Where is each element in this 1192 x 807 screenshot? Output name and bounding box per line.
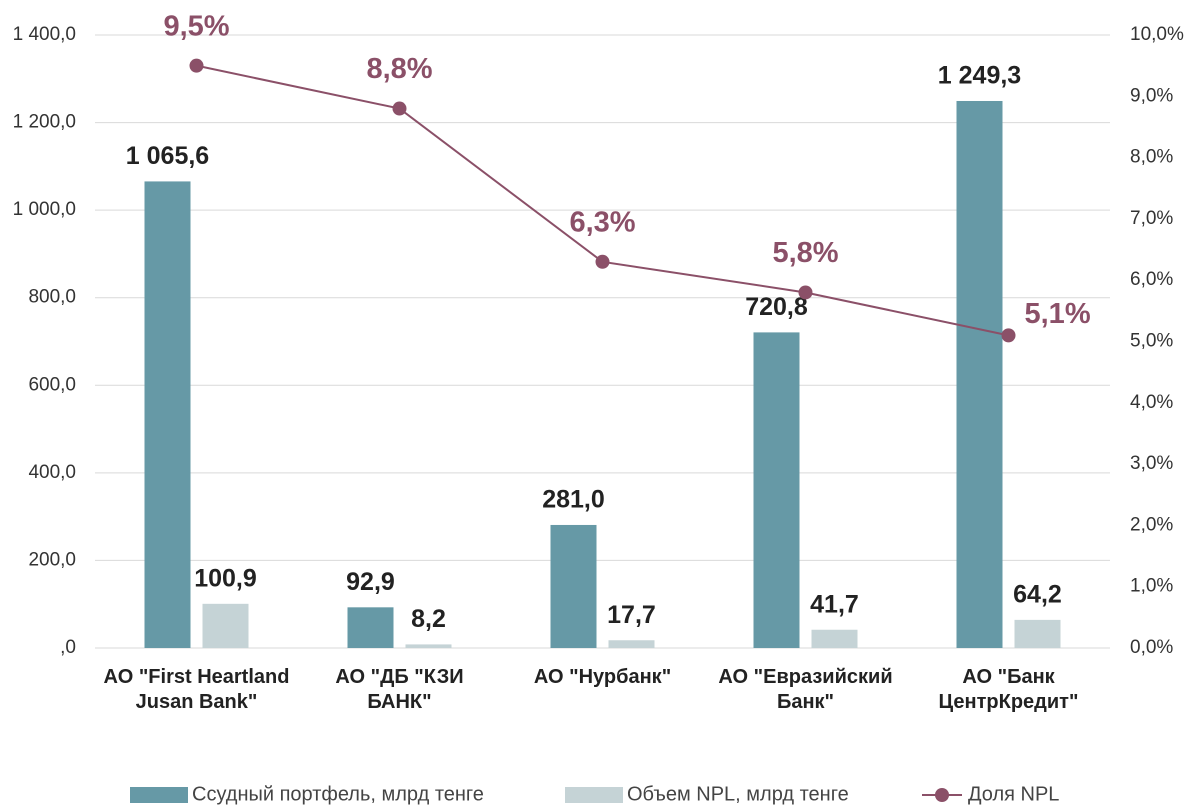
x-tick-label: АО "Нурбанк" bbox=[533, 666, 672, 688]
line-value-label: 6,3% bbox=[569, 206, 635, 238]
line-marker bbox=[189, 58, 204, 73]
bar bbox=[202, 603, 249, 648]
bar bbox=[347, 607, 394, 648]
y2-tick-label: 5,0% bbox=[1130, 331, 1173, 352]
y2-tick-label: 2,0% bbox=[1130, 514, 1173, 535]
bar-value-label: 92,9 bbox=[346, 568, 395, 596]
x-tick-label: АО "Банк ЦентрКредит" bbox=[938, 666, 1079, 713]
legend-label: Объем NPL, млрд тенге bbox=[627, 783, 849, 805]
x-tick-label: АО "Евразийский Банк" bbox=[718, 666, 893, 713]
bar-value-label: 17,7 bbox=[607, 601, 656, 629]
legend-swatch bbox=[130, 787, 188, 803]
line-marker bbox=[595, 254, 610, 269]
line-marker bbox=[798, 285, 813, 300]
bar-value-label: 8,2 bbox=[411, 605, 446, 633]
bar-value-label: 64,2 bbox=[1013, 580, 1062, 608]
legend-swatch bbox=[935, 788, 949, 802]
bar-value-label: 41,7 bbox=[810, 590, 859, 618]
x-tick-label: АО "First Heartland Jusan Bank" bbox=[103, 666, 290, 713]
line-marker bbox=[1001, 328, 1016, 343]
legend-label: Доля NPL bbox=[968, 783, 1059, 805]
y2-tick-label: 8,0% bbox=[1130, 147, 1173, 168]
y2-tick-label: 9,0% bbox=[1130, 85, 1173, 106]
y-tick-label: 1 400,0 bbox=[13, 24, 76, 45]
bar-value-label: 720,8 bbox=[745, 293, 808, 321]
y2-tick-label: 4,0% bbox=[1130, 392, 1173, 413]
y2-tick-label: 7,0% bbox=[1130, 208, 1173, 229]
y-tick-label: 200,0 bbox=[28, 549, 76, 570]
line-value-label: 5,8% bbox=[772, 237, 838, 269]
bar bbox=[1014, 619, 1061, 648]
x-tick-label: АО "ДБ "КЗИ БАНК" bbox=[335, 666, 464, 713]
bar bbox=[405, 644, 452, 648]
bar bbox=[956, 100, 1003, 649]
y2-tick-label: 3,0% bbox=[1130, 453, 1173, 474]
bar-value-label: 281,0 bbox=[542, 486, 605, 514]
y-tick-label: ,0 bbox=[60, 637, 76, 658]
bar bbox=[608, 640, 655, 648]
y-tick-label: 600,0 bbox=[28, 374, 76, 395]
y2-tick-label: 1,0% bbox=[1130, 576, 1173, 597]
legend-swatch bbox=[565, 787, 623, 803]
y-tick-label: 1 000,0 bbox=[13, 199, 76, 220]
bar bbox=[144, 181, 191, 648]
y-tick-label: 400,0 bbox=[28, 462, 76, 483]
line-marker bbox=[392, 101, 407, 116]
y-tick-label: 800,0 bbox=[28, 287, 76, 308]
bar-value-label: 1 065,6 bbox=[126, 142, 209, 170]
line-value-label: 8,8% bbox=[366, 53, 432, 85]
y2-tick-label: 6,0% bbox=[1130, 269, 1173, 290]
bar bbox=[550, 524, 597, 648]
y2-tick-label: 0,0% bbox=[1130, 637, 1173, 658]
line bbox=[196, 64, 1009, 337]
bar bbox=[811, 629, 858, 648]
bar bbox=[753, 332, 800, 648]
y2-tick-label: 10,0% bbox=[1130, 24, 1184, 45]
line-value-label: 5,1% bbox=[1025, 298, 1091, 330]
legend-label: Ссудный портфель, млрд тенге bbox=[192, 783, 484, 805]
bar-value-label: 1 249,3 bbox=[938, 62, 1021, 90]
line-value-label: 9,5% bbox=[163, 10, 229, 42]
bar-value-label: 100,9 bbox=[194, 564, 257, 592]
y-tick-label: 1 200,0 bbox=[13, 112, 76, 133]
